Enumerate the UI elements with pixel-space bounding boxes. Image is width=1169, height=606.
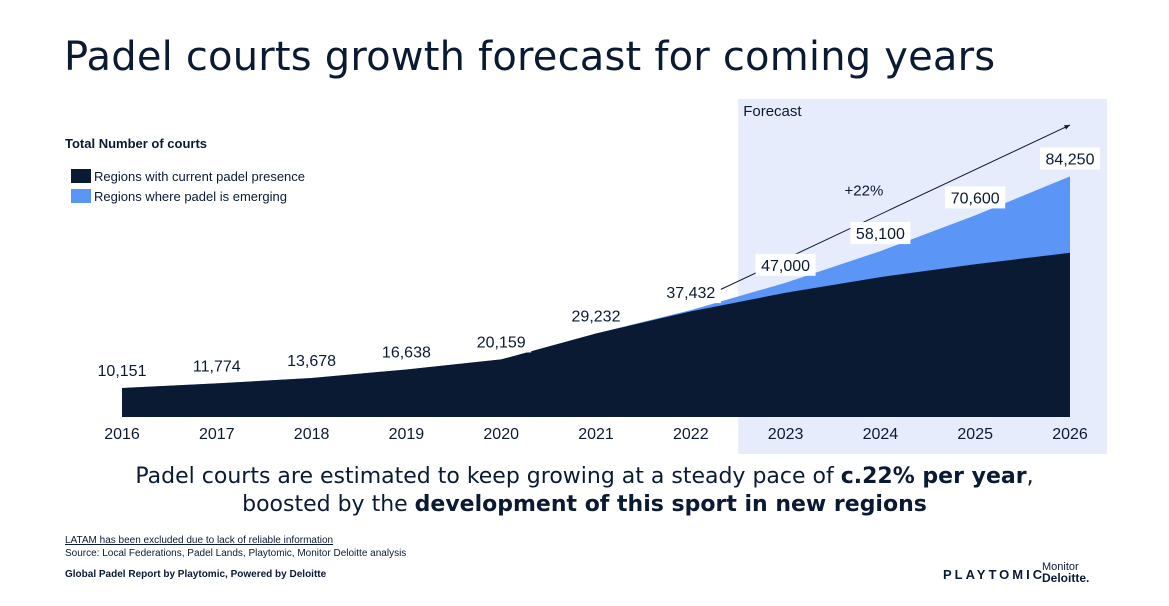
growth-label: +22% <box>845 183 884 200</box>
playtomic-logo: PLAYTOMIC <box>943 567 1046 582</box>
headline-line-2: boosted by the development of this sport… <box>0 490 1169 520</box>
legend-label-emerging: Regions where padel is emerging <box>94 188 287 204</box>
value-label: 29,232 <box>572 309 621 326</box>
x-tick-label: 2017 <box>199 426 235 443</box>
x-tick-label: 2019 <box>389 426 425 443</box>
footnote-source: Source: Local Federations, Padel Lands, … <box>65 548 407 559</box>
series-current-area <box>122 252 1070 417</box>
x-tick-label: 2020 <box>483 426 519 443</box>
footnote-link[interactable]: LATAM has been excluded due to lack of r… <box>65 535 334 546</box>
x-tick-label: 2025 <box>957 426 993 443</box>
legend-label-current: Regions with current padel presence <box>94 168 306 184</box>
growth-arrow-head <box>1064 125 1070 130</box>
value-label: 16,638 <box>382 344 431 361</box>
chart-legend: Regions with current padel presence Regi… <box>71 166 305 206</box>
x-tick-label: 2022 <box>673 426 709 443</box>
x-tick-label: 2026 <box>1052 426 1088 443</box>
legend-item-emerging: Regions where padel is emerging <box>71 186 305 206</box>
x-tick-label: 2018 <box>294 426 330 443</box>
headline-text-1b: , <box>1026 464 1034 489</box>
value-label: 10,151 <box>98 363 147 380</box>
headline-line-1: Padel courts are estimated to keep growi… <box>0 462 1169 492</box>
forecast-label: Forecast <box>743 103 802 120</box>
page-title: Padel courts growth forecast for coming … <box>64 34 996 80</box>
headline-bold-2: development of this sport in new regions <box>414 492 927 517</box>
value-label-bg <box>186 354 247 377</box>
value-label-bg <box>1040 147 1100 170</box>
value-label: 84,250 <box>1046 151 1095 168</box>
headline-bold-1: c.22% per year <box>840 464 1027 489</box>
value-label-bg <box>945 186 1006 209</box>
value-label-bg <box>850 222 911 245</box>
value-label: 70,600 <box>951 190 1000 207</box>
value-label-bg <box>471 330 532 353</box>
legend-swatch-current <box>71 169 91 183</box>
value-label-bg <box>92 359 152 382</box>
value-label-bg <box>755 253 816 276</box>
footnote-report: Global Padel Report by Playtomic, Powere… <box>65 569 327 580</box>
chart-subtitle: Total Number of courts <box>65 136 208 151</box>
value-label: 11,774 <box>193 358 241 375</box>
monitor-deloitte-logo: Monitor Deloitte. <box>1042 561 1090 585</box>
value-label: 58,100 <box>856 226 905 243</box>
value-label-bg <box>281 348 342 371</box>
legend-swatch-emerging <box>71 189 91 203</box>
headline-text-1: Padel courts are estimated to keep growi… <box>135 464 841 489</box>
x-tick-label: 2024 <box>863 426 899 443</box>
value-label: 13,678 <box>287 353 336 370</box>
value-label-bg <box>376 340 437 363</box>
brand-deloitte-text: Deloitte. <box>1042 571 1090 585</box>
value-label: 20,159 <box>477 334 526 351</box>
headline-text-2: boosted by the <box>242 492 415 517</box>
x-tick-label: 2016 <box>104 426 140 443</box>
x-tick-label: 2023 <box>768 426 804 443</box>
legend-item-current: Regions with current padel presence <box>71 166 305 186</box>
brand-monitor-text: Monitor <box>1042 561 1079 573</box>
value-label: 47,000 <box>761 258 810 275</box>
value-label: 37,432 <box>666 285 715 302</box>
value-label-bg <box>566 304 626 327</box>
value-label-bg <box>660 281 721 304</box>
x-tick-label: 2021 <box>578 426 614 443</box>
